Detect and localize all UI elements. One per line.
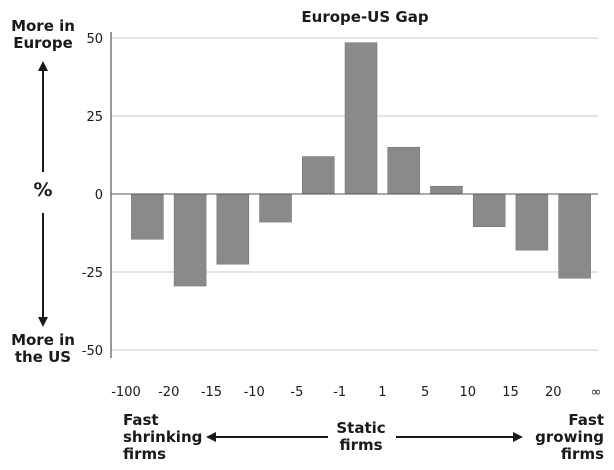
bar bbox=[173, 193, 207, 287]
bar bbox=[344, 42, 378, 195]
bars bbox=[131, 42, 591, 287]
x-tick-label: -10 bbox=[244, 385, 265, 400]
x-annotation-right: Fast growing firms bbox=[535, 412, 604, 463]
down-arrow-icon bbox=[38, 213, 48, 327]
y-tick-label: 50 bbox=[86, 32, 103, 47]
x-annotation-right-line2: growing bbox=[535, 428, 604, 446]
x-annotation-right-line3: firms bbox=[560, 445, 604, 463]
x-annotation-center-line2: firms bbox=[339, 436, 383, 454]
y-tick-label: 25 bbox=[86, 110, 103, 125]
bar bbox=[302, 156, 335, 195]
x-tick-label: 10 bbox=[460, 385, 477, 400]
x-tick-label: 1 bbox=[378, 385, 386, 400]
x-tick-label: 20 bbox=[545, 385, 562, 400]
y-annotation-top: More in Europe bbox=[10, 18, 76, 52]
y-annotation-bottom-line2: the US bbox=[14, 348, 72, 366]
x-annotation-left-line1: Fast bbox=[123, 411, 159, 429]
x-annotation-center-line1: Static bbox=[336, 419, 386, 437]
x-tick-label: -15 bbox=[201, 385, 222, 400]
y-annotation-unit-label: % bbox=[33, 179, 53, 201]
bar bbox=[515, 193, 549, 251]
y-annotation-top-line1: More in bbox=[11, 17, 75, 35]
bar bbox=[472, 193, 506, 228]
x-tick-label: ∞ bbox=[591, 385, 602, 400]
x-annotation-left-line3: firms bbox=[123, 445, 167, 463]
bar bbox=[216, 193, 250, 265]
y-annotation-top-line2: Europe bbox=[13, 34, 73, 52]
y-annotation-bottom: More in the US bbox=[10, 332, 76, 366]
right-arrow-icon bbox=[396, 432, 523, 442]
y-annotation-bottom-line1: More in bbox=[11, 331, 75, 349]
left-arrow-icon bbox=[206, 432, 328, 442]
x-tick-label: -5 bbox=[290, 385, 303, 400]
y-annotation-unit: % bbox=[32, 179, 54, 201]
y-axis-ticks: 50 25 0 -25 -50 bbox=[82, 32, 103, 359]
x-tick-label: 5 bbox=[421, 385, 429, 400]
y-tick-label: -50 bbox=[82, 344, 103, 359]
x-tick-label: -20 bbox=[158, 385, 179, 400]
x-annotation-center: Static firms bbox=[322, 420, 400, 454]
y-tick-label: 0 bbox=[95, 188, 103, 203]
x-tick-label: 15 bbox=[502, 385, 519, 400]
x-tick-label: -1 bbox=[333, 385, 346, 400]
x-annotation-right-line1: Fast bbox=[568, 411, 604, 429]
x-annotation-left-line2: shrinking bbox=[123, 428, 203, 446]
bar bbox=[387, 146, 420, 195]
chart-title: Europe-US Gap bbox=[301, 8, 428, 26]
y-tick-label: -25 bbox=[82, 266, 103, 281]
x-annotation-left: Fast shrinking firms bbox=[123, 412, 202, 463]
up-arrow-icon bbox=[38, 61, 48, 172]
bar bbox=[131, 193, 164, 240]
bar bbox=[430, 185, 463, 195]
bar bbox=[259, 193, 292, 223]
bar bbox=[558, 193, 591, 279]
x-tick-label: -100 bbox=[111, 385, 141, 400]
x-axis-ticks: -100 -20 -15 -10 -5 -1 1 5 10 15 20 ∞ bbox=[111, 385, 601, 400]
